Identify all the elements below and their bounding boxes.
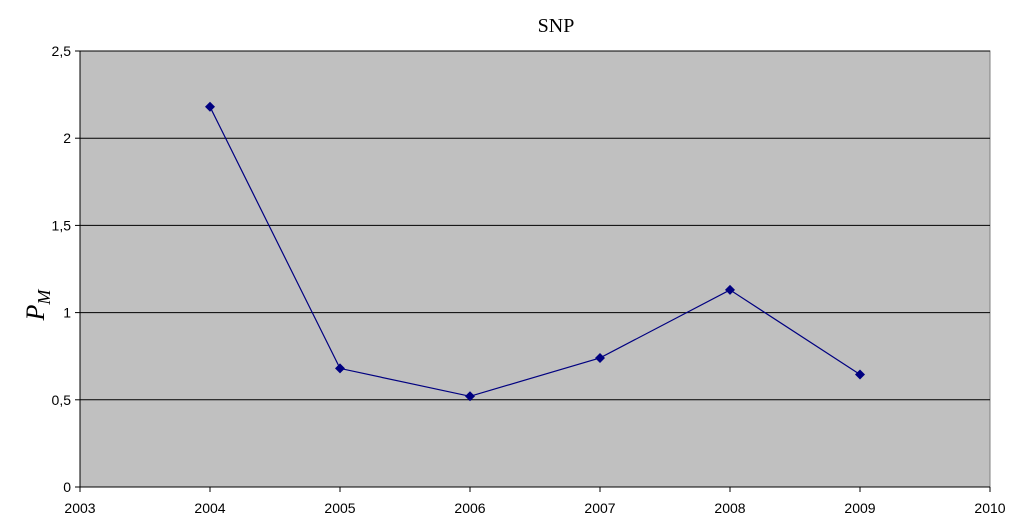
y-tick-label: 0,5 bbox=[52, 392, 72, 408]
x-tick-label: 2007 bbox=[584, 500, 615, 516]
y-axis-label-main: P bbox=[21, 304, 50, 321]
y-tick-label: 2 bbox=[63, 130, 71, 146]
x-tick-label: 2010 bbox=[974, 500, 1005, 516]
data-point-marker bbox=[335, 363, 345, 374]
x-tick-label: 2003 bbox=[64, 500, 95, 516]
series-line bbox=[209, 106, 861, 397]
x-tick-label: 2008 bbox=[714, 500, 745, 516]
y-tick-label: 2,5 bbox=[52, 43, 72, 59]
y-tick-label: 0 bbox=[63, 479, 71, 495]
y-tick-label: 1 bbox=[63, 305, 71, 321]
y-tick-label: 1,5 bbox=[52, 217, 72, 233]
x-tick-label: 2004 bbox=[194, 500, 225, 516]
plot-area bbox=[79, 50, 991, 488]
data-point-marker bbox=[595, 352, 605, 363]
tick-labels: 0 0,5 1 1,5 2 2,5 2003 2004 2005 2006 2007 2008 2009… bbox=[52, 43, 1006, 516]
x-tick-label: 2005 bbox=[324, 500, 355, 516]
axes bbox=[75, 50, 991, 492]
x-tick-label: 2009 bbox=[844, 500, 875, 516]
y-axis-label-subscript: M bbox=[34, 289, 54, 306]
chart-title: SNP bbox=[538, 15, 575, 37]
x-tick-label: 2006 bbox=[454, 500, 485, 516]
series bbox=[205, 101, 865, 402]
gridlines bbox=[80, 50, 990, 401]
data-point-marker bbox=[205, 101, 215, 112]
y-axis-label: PM bbox=[21, 289, 54, 322]
data-point-marker bbox=[855, 369, 865, 380]
data-point-marker bbox=[465, 391, 475, 402]
data-point-marker bbox=[725, 284, 735, 295]
